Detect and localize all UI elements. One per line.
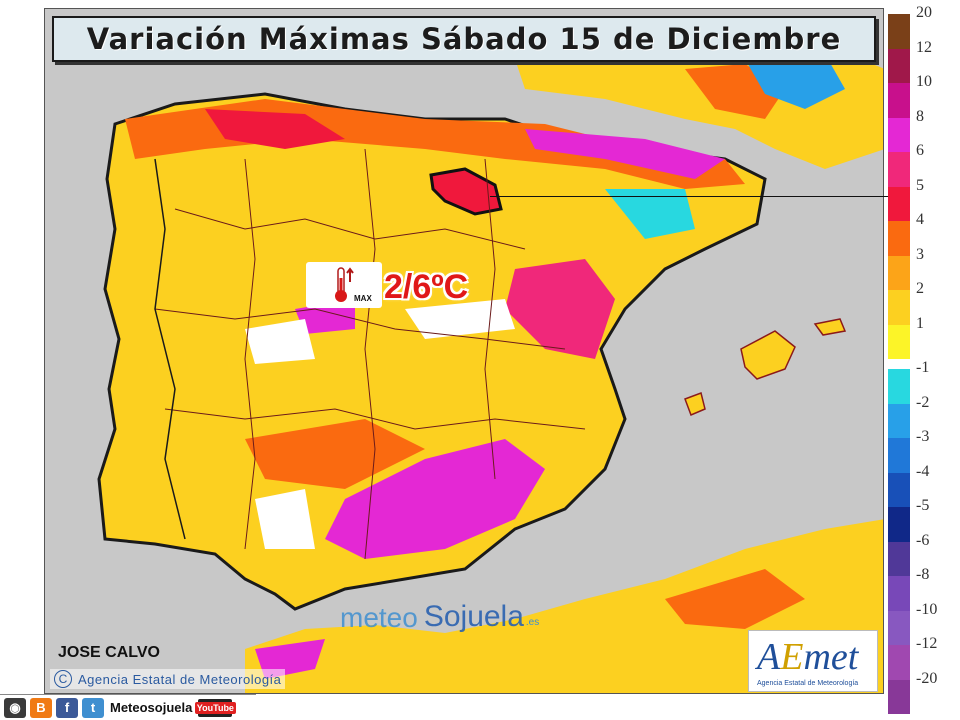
legend-positive-swatch	[888, 255, 910, 290]
legend-negative-label: -5	[916, 497, 930, 514]
legend-negative-label: -4	[916, 462, 930, 480]
legend-positive-swatch	[888, 186, 910, 221]
facebook-icon[interactable]: f	[56, 697, 78, 718]
color-legend: 20 12 10 8 6 5 4 3 2 1 -1 -2 -3 -4 -5 -6 -8 -10 -12 -20	[888, 4, 960, 714]
map-frame	[44, 8, 884, 694]
legend-negative-swatch	[888, 369, 910, 404]
legend-negative-label: -2	[916, 393, 930, 411]
legend-negative-label: -1	[916, 359, 930, 376]
temperature-map	[45, 9, 883, 693]
agency-credit: C Agencia Estatal de Meteorología	[50, 669, 286, 689]
aemet-logo-met: met	[803, 636, 859, 678]
thermometer-box	[306, 262, 382, 308]
legend-negative-swatch	[888, 610, 910, 645]
aemet-logo-a: A	[757, 636, 781, 678]
france-cool-zone	[745, 54, 845, 109]
legend-positive-swatch	[888, 48, 910, 83]
youtube-label: YouTube	[194, 701, 236, 714]
north-africa-orange	[665, 569, 805, 629]
province-borders	[154, 148, 586, 560]
legend-negative-label: -12	[916, 635, 938, 652]
legend-negative-label: -10	[916, 600, 938, 618]
meteosojuela-watermark: meteo Sojuela .es	[340, 600, 539, 634]
legend-positive-label: 12	[916, 38, 932, 56]
title-banner: Variación Máximas Sábado 15 de Diciembre	[52, 16, 876, 62]
legend-positive-label: 4	[916, 211, 924, 228]
social-bar: ◉ B f t Meteosojuela YouTube	[0, 694, 256, 720]
legend-negative-label: -6	[916, 531, 930, 549]
legend-negative-swatch	[888, 507, 910, 542]
thermometer-max-icon	[335, 267, 354, 302]
northeast-cool	[605, 189, 695, 239]
legend-negative-swatch	[888, 472, 910, 507]
portugal-border	[154, 158, 186, 540]
legend-pointer-line	[490, 196, 890, 197]
legend-positive-label: 6	[916, 142, 924, 159]
legend-negative-swatch	[888, 679, 910, 714]
legend-positive-label: 8	[916, 107, 924, 125]
twitter-icon[interactable]: t	[82, 697, 104, 718]
aemet-logo-e: E	[780, 636, 804, 678]
legend-positive-label: 5	[916, 176, 924, 194]
legend-positive-label: 20	[916, 4, 932, 21]
legend-negative-label: -8	[916, 566, 930, 583]
legend-positive-swatch	[888, 117, 910, 152]
legend-positive-swatch	[888, 221, 910, 256]
aemet-logo: AEmet	[757, 635, 858, 679]
youtube-icon[interactable]: YouTube	[194, 698, 236, 717]
white-zone-1	[245, 319, 315, 364]
aemet-logo-box: AEmet Agencia Estatal de Meteorología	[748, 630, 878, 692]
legend-positive-swatch	[888, 83, 910, 118]
legend-positive-swatch	[888, 324, 910, 359]
center-orange	[245, 419, 425, 489]
instagram-icon[interactable]: ◉	[4, 697, 26, 718]
legend-negative-swatch	[888, 403, 910, 438]
north-africa-land	[245, 519, 883, 693]
legend-negative-swatch	[888, 645, 910, 680]
map-title: Variación Máximas Sábado 15 de Diciembre	[86, 22, 842, 56]
legend-positive-label: 10	[916, 73, 932, 90]
white-zone-3	[255, 489, 315, 549]
watermark-sojuela: Sojuela	[423, 600, 524, 633]
south-hot-band	[325, 439, 545, 559]
watermark-suffix: .es	[525, 617, 540, 628]
la-rioja-outline	[429, 167, 503, 216]
ibiza	[684, 392, 706, 416]
north-magenta-band	[205, 109, 345, 149]
legend-positive-label: 2	[916, 280, 924, 297]
author-name: JOSE CALVO	[58, 644, 160, 661]
east-hot-spot	[505, 259, 615, 359]
legend-negative-swatch	[888, 438, 910, 473]
legend-negative-swatch	[888, 541, 910, 576]
legend-positive-swatch	[888, 290, 910, 325]
pyrenees-magenta	[525, 129, 725, 179]
white-zone-2	[405, 299, 515, 339]
menorca	[813, 318, 847, 336]
legend-negative-label: -20	[916, 669, 938, 687]
temperature-range-label: 2/6ºC	[384, 268, 469, 306]
legend-positive-swatch	[888, 14, 910, 49]
legend-positive-label: 3	[916, 245, 924, 263]
copyright-icon: C	[54, 670, 72, 688]
blogger-icon[interactable]: B	[30, 697, 52, 718]
legend-positive-label: 1	[916, 314, 924, 332]
watermark-meteo: meteo	[340, 602, 418, 633]
legend-positive-swatch	[888, 152, 910, 187]
legend-negative-swatch	[888, 576, 910, 611]
agency-credit-text: Agencia Estatal de Meteorología	[78, 671, 282, 687]
max-tag: MAX	[354, 294, 372, 303]
legend-negative-label: -3	[916, 428, 930, 445]
mallorca	[740, 330, 796, 380]
social-handle[interactable]: Meteosojuela	[110, 700, 193, 715]
aemet-subtitle: Agencia Estatal de Meteorología	[757, 680, 859, 687]
